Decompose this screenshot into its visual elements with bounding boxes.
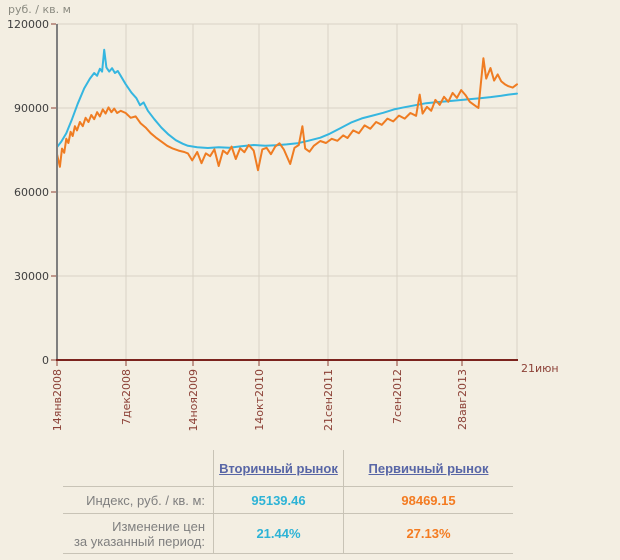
x-tick-label: 21сен2011 [322, 369, 335, 431]
y-tick-label: 60000 [14, 186, 49, 199]
x-tick-label: 14ноя2009 [187, 369, 200, 432]
header-primary-market: Первичный рынок [343, 450, 513, 487]
change-row-label-line2: за указанный период: [73, 533, 205, 549]
index-value-secondary: 95139.46 [213, 487, 343, 514]
secondary-market-link[interactable]: Вторичный рынок [219, 460, 338, 476]
x-tick-label: 7сен2012 [391, 369, 404, 424]
change-row-label: Изменение цен за указанный период: [63, 514, 213, 554]
change-row-label-line1: Изменение цен [112, 518, 205, 534]
y-tick-label: 30000 [14, 270, 49, 283]
table-corner-cell [63, 450, 213, 487]
x-tick-label: 14янв2008 [51, 369, 64, 431]
change-value-secondary: 21.44% [213, 514, 343, 554]
primary-market-line [56, 57, 518, 172]
y-tick-label: 90000 [14, 102, 49, 115]
index-row-label: Индекс, руб. / кв. м: [63, 487, 213, 514]
chart-canvas: 0 30000 60000 90000 120000 14янв2008 7дек2008 1… [7, 18, 559, 432]
secondary-market-line [56, 48, 518, 149]
summary-table: Вторичный рынок Первичный рынок Индекс, … [63, 450, 513, 554]
x-tick-label: 28авг2013 [456, 369, 469, 430]
y-tick-label: 120000 [7, 18, 49, 31]
x-tick-label: 14окт2010 [253, 369, 266, 431]
index-value-primary: 98469.15 [343, 487, 513, 514]
primary-market-link[interactable]: Первичный рынок [368, 460, 489, 476]
x-tick-label-last: 21июн [521, 362, 559, 375]
y-axis-title: руб. / кв. м [8, 3, 71, 16]
y-tick-label: 0 [42, 354, 49, 367]
price-chart: 0 30000 60000 90000 120000 14янв2008 7дек2008 1… [7, 3, 559, 432]
change-value-primary: 27.13% [343, 514, 513, 554]
x-tick-label: 7дек2008 [120, 369, 133, 425]
header-secondary-market: Вторичный рынок [213, 450, 343, 487]
